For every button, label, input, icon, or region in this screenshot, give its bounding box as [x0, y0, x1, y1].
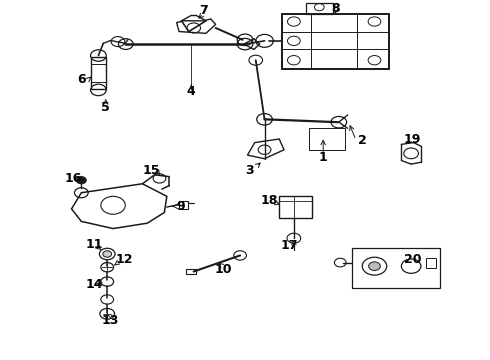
Text: 8: 8 — [331, 3, 340, 15]
Text: 19: 19 — [403, 132, 421, 145]
Text: 11: 11 — [86, 238, 103, 251]
Text: 20: 20 — [404, 252, 421, 266]
Bar — [91, 57, 106, 89]
Text: 14: 14 — [86, 278, 103, 291]
Text: 3: 3 — [245, 164, 254, 177]
Text: 6: 6 — [77, 73, 86, 86]
Bar — [352, 248, 441, 288]
Circle shape — [103, 251, 112, 257]
Text: 16: 16 — [64, 172, 82, 185]
Text: 18: 18 — [261, 194, 278, 207]
Text: 17: 17 — [280, 239, 298, 252]
Circle shape — [76, 177, 86, 184]
Bar — [306, 3, 333, 14]
Text: 5: 5 — [101, 102, 110, 114]
Text: 12: 12 — [115, 253, 133, 266]
Text: 13: 13 — [102, 314, 120, 327]
Text: 7: 7 — [199, 4, 208, 17]
Text: 2: 2 — [358, 134, 367, 147]
Bar — [186, 269, 196, 274]
Bar — [426, 258, 436, 268]
Text: 4: 4 — [187, 85, 196, 98]
Text: 10: 10 — [214, 262, 232, 275]
Bar — [309, 128, 345, 150]
Text: 9: 9 — [176, 200, 185, 213]
Text: 1: 1 — [319, 151, 327, 164]
Bar — [282, 14, 389, 69]
Bar — [279, 196, 313, 218]
Circle shape — [368, 262, 380, 270]
Text: 15: 15 — [143, 164, 160, 177]
Bar — [179, 201, 188, 209]
